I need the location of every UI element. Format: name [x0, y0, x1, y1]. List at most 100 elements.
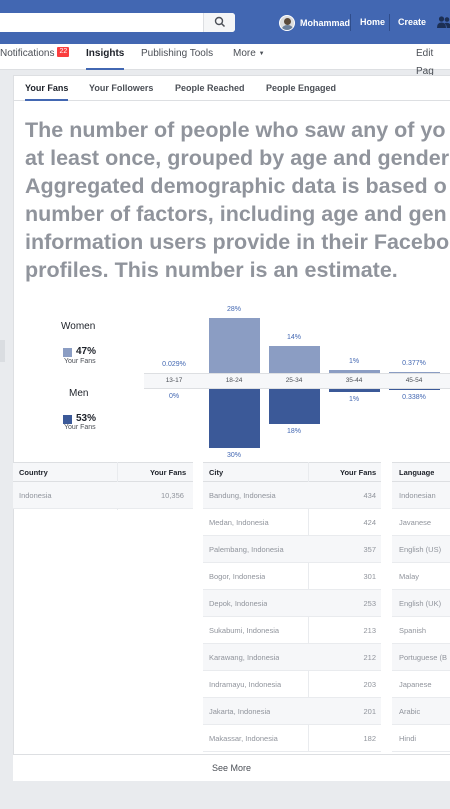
- bar-women[interactable]: [268, 345, 320, 373]
- legend-men-title: Men: [69, 388, 89, 399]
- language-name: Indonesian: [399, 491, 436, 500]
- table-row[interactable]: Sukabumi, Indonesia 213: [203, 617, 381, 644]
- table-row[interactable]: Malay: [392, 563, 450, 590]
- bar-women[interactable]: [388, 372, 440, 373]
- description-line: The number of people who saw any of yo: [25, 118, 446, 142]
- bar-men[interactable]: [208, 389, 260, 448]
- table-row[interactable]: Indonesia 10,356: [13, 482, 193, 509]
- search-input[interactable]: [0, 13, 235, 32]
- table-row[interactable]: English (UK): [392, 590, 450, 617]
- scroll-handle: [0, 340, 5, 362]
- create-link[interactable]: Create: [398, 17, 427, 27]
- tab-publishing-tools[interactable]: Publishing Tools: [141, 48, 214, 59]
- value-label-men: 30%: [226, 451, 241, 459]
- age-axis-band: [144, 373, 450, 389]
- city-name: Bandung, Indonesia: [209, 491, 276, 500]
- column-header-country: Country: [19, 468, 48, 477]
- legend-men-swatch: [63, 415, 72, 424]
- table-row[interactable]: Javanese: [392, 509, 450, 536]
- city-name: Jakarta, Indonesia: [209, 707, 271, 716]
- language-name: Malay: [399, 572, 420, 581]
- description-line: at least once, grouped by age and gender: [25, 146, 450, 170]
- age-tick-label: 35-44: [345, 377, 363, 384]
- tab-your-followers[interactable]: Your Followers: [89, 83, 154, 93]
- bar-men[interactable]: [388, 389, 440, 390]
- table-row[interactable]: Spanish: [392, 617, 450, 644]
- nav-divider: [389, 14, 390, 31]
- age-tick-label: 13-17: [165, 377, 183, 384]
- tab-notifications[interactable]: Notifications 22: [0, 44, 71, 70]
- description-line: information users provide in their Faceb…: [25, 230, 450, 254]
- table-row[interactable]: Makassar, Indonesia 182: [203, 725, 381, 752]
- table-row[interactable]: Arabic: [392, 698, 450, 725]
- city-fans: 301: [363, 572, 376, 581]
- table-row[interactable]: Indramayu, Indonesia 203: [203, 671, 381, 698]
- value-label-men: 18%: [286, 428, 301, 436]
- tab-people-engaged[interactable]: People Engaged: [266, 83, 337, 93]
- nav-divider: [350, 14, 351, 31]
- see-more-button[interactable]: See More: [13, 754, 450, 781]
- legend-men-percent: 53%: [76, 413, 97, 424]
- table-row[interactable]: Portuguese (B: [392, 644, 450, 671]
- legend-women-percent: 47%: [76, 346, 97, 357]
- bar-women[interactable]: [208, 318, 260, 373]
- city-name: Sukabumi, Indonesia: [209, 626, 280, 635]
- tab-your-fans[interactable]: Your Fans: [25, 76, 69, 101]
- tab-insights[interactable]: Insights: [86, 44, 125, 70]
- city-fans: 201: [363, 707, 376, 716]
- home-link[interactable]: Home: [360, 17, 386, 27]
- age-tick-label: 25-34: [285, 377, 303, 384]
- column-header-city: City: [209, 468, 224, 477]
- age-gender-chart: Women 47% Your Fans Men 53% Your Fans 13…: [13, 300, 450, 460]
- bar-men[interactable]: [328, 389, 380, 392]
- column-header-fans: Your Fans: [340, 468, 377, 477]
- description-line: profiles. This number is an estimate.: [25, 258, 398, 282]
- user-name: Mohammad: [300, 17, 351, 28]
- search-icon: [214, 16, 226, 28]
- value-label-men: 0%: [168, 393, 180, 400]
- table-row[interactable]: Karawang, Indonesia 212: [203, 644, 381, 671]
- language-name: Japanese: [399, 680, 432, 689]
- table-row[interactable]: Palembang, Indonesia 357: [203, 536, 381, 563]
- country-name: Indonesia: [19, 491, 52, 500]
- bar-women[interactable]: [328, 370, 380, 373]
- tab-more-label: More: [233, 48, 256, 59]
- table-row[interactable]: Bogor, Indonesia 301: [203, 563, 381, 590]
- legend-men-sub: Your Fans: [64, 424, 96, 431]
- table-row[interactable]: Jakarta, Indonesia 201: [203, 698, 381, 725]
- table-row[interactable]: English (US): [392, 536, 450, 563]
- bar-men[interactable]: [268, 389, 320, 425]
- language-table-header: Language: [392, 462, 450, 482]
- tab-people-reached[interactable]: People Reached: [175, 83, 245, 93]
- description-text: The number of people who saw any of yo a…: [25, 116, 450, 298]
- language-name: Arabic: [399, 707, 421, 716]
- audience-tabs: Your Fans Your Followers People Reached …: [13, 76, 450, 101]
- city-fans: 434: [363, 491, 376, 500]
- table-row[interactable]: Bandung, Indonesia 434: [203, 482, 381, 509]
- value-label-women: 0.029%: [162, 360, 186, 368]
- profile-link[interactable]: Mohammad: [279, 13, 350, 32]
- age-tick-label: 18-24: [225, 377, 243, 384]
- country-table-header: Country Your Fans: [13, 462, 193, 482]
- column-header-language: Language: [399, 468, 435, 477]
- city-fans: 212: [363, 653, 376, 662]
- table-row[interactable]: Hindi: [392, 725, 450, 752]
- language-name: Javanese: [399, 518, 432, 527]
- language-name: Spanish: [399, 626, 427, 635]
- city-fans: 203: [363, 680, 376, 689]
- table-row[interactable]: Depok, Indonesia 253: [203, 590, 381, 617]
- city-name: Palembang, Indonesia: [209, 545, 284, 554]
- tab-more[interactable]: More ▼: [233, 44, 265, 70]
- search-button[interactable]: [203, 13, 235, 32]
- table-row[interactable]: Medan, Indonesia 424: [203, 509, 381, 536]
- value-label-women: 1%: [348, 358, 360, 365]
- friends-icon[interactable]: [437, 15, 450, 29]
- legend-women-title: Women: [61, 321, 96, 332]
- legend-women-swatch: [63, 348, 72, 357]
- city-fans: 253: [363, 599, 376, 608]
- table-row[interactable]: Japanese: [392, 671, 450, 698]
- city-fans: 424: [363, 518, 376, 527]
- language-name: English (US): [399, 545, 442, 554]
- edit-page-button[interactable]: Edit Pag: [416, 48, 434, 77]
- table-row[interactable]: Indonesian: [392, 482, 450, 509]
